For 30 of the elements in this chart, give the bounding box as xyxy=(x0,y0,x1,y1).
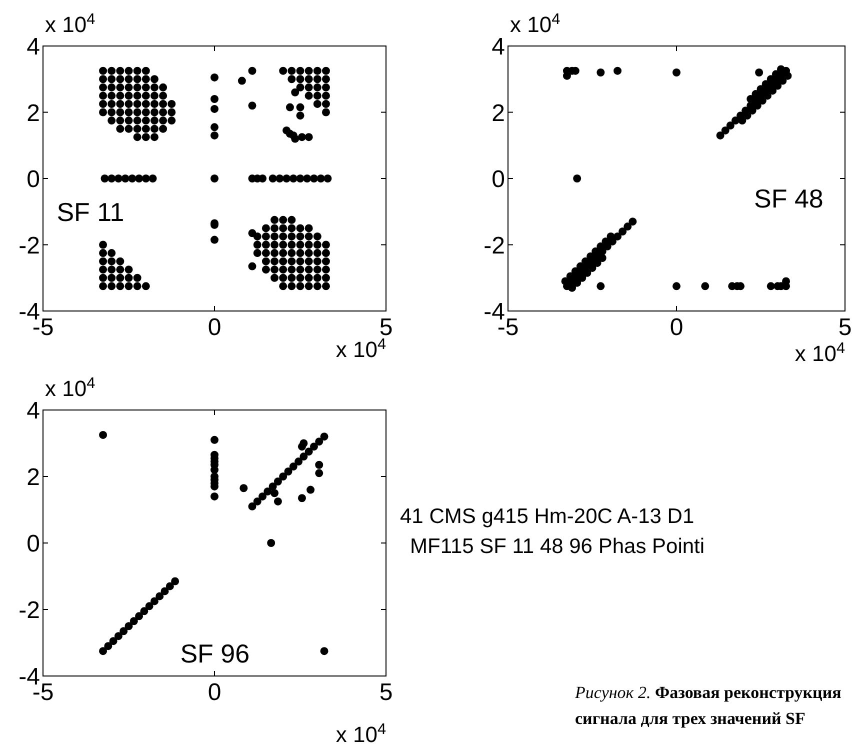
annotation: SF 11 xyxy=(56,196,124,227)
y-tick-label: 0 xyxy=(26,530,40,558)
y-tick-label: 0 xyxy=(492,166,505,194)
x-axis-title: x 10$^{4}$ xyxy=(794,340,846,366)
text: Фазовая реконструкция xyxy=(650,683,842,702)
text: MF115 SF 11 48 96 Phas Pointi xyxy=(410,535,705,558)
y-tick-label: 2 xyxy=(26,464,40,492)
y-tick-label: -2 xyxy=(18,597,40,624)
text: 41 CMS g415 Hm-20C A-13 D1 xyxy=(400,505,694,528)
y-tick-label: -2 xyxy=(484,232,505,260)
y-tick-label: 2 xyxy=(26,100,40,127)
y-tick-label: 2 xyxy=(492,100,505,127)
x-tick-label: 0 xyxy=(208,314,222,341)
text: Рисунок 2. xyxy=(574,683,651,702)
x-tick-label: 5 xyxy=(379,679,393,706)
y-axis-title: x 10$^{4}$ xyxy=(510,10,561,37)
x-tick-label: 5 xyxy=(838,314,852,341)
y-axis-title: x 10$^{4}$ xyxy=(45,374,96,401)
y-tick-label: 0 xyxy=(26,166,40,194)
y-axis-title: x 10$^{4}$ xyxy=(45,10,96,37)
y-tick-label: 4 xyxy=(26,34,40,61)
x-tick-label: 0 xyxy=(670,314,684,341)
annotation: SF 48 xyxy=(754,184,824,214)
y-tick-label: 4 xyxy=(492,34,505,61)
x-tick-label: 0 xyxy=(208,679,222,706)
annotation: SF 96 xyxy=(180,638,250,669)
y-tick-label: 4 xyxy=(26,398,40,425)
y-tick-label: -2 xyxy=(18,232,40,260)
x-axis-title: x 10$^{4}$ xyxy=(336,720,386,747)
text: сигнала для трех значений SF xyxy=(575,709,806,728)
